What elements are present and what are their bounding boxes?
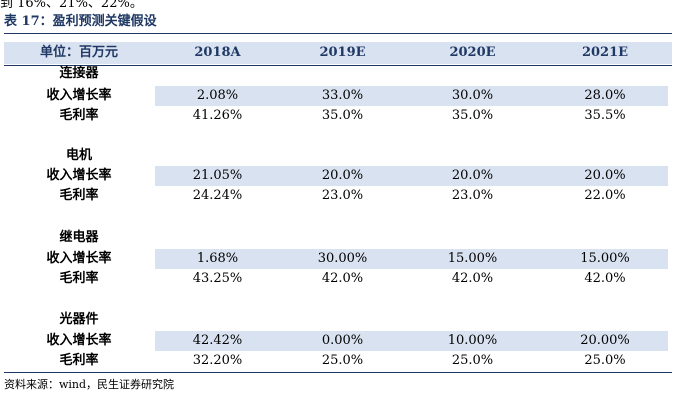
header-unit: 单位：百万元 <box>39 45 118 60</box>
table-cell: 21.05% <box>192 168 243 183</box>
table-cell: 30.0% <box>451 88 494 103</box>
header-year-2021e: 2021E <box>581 45 629 60</box>
table-cell: 2.08% <box>196 88 239 103</box>
table-cell: 42.0% <box>451 271 494 286</box>
source-note: 资料来源：wind，民生证券研究院 <box>4 378 175 391</box>
header-year-2018a: 2018A <box>194 45 241 60</box>
group-name-relay: 继电器 <box>59 230 99 245</box>
table-cell: 42.0% <box>321 271 364 286</box>
row-label-gross-margin: 毛利率 <box>59 108 99 123</box>
table-cell: 25.0% <box>451 353 494 368</box>
row-band <box>155 166 668 186</box>
row-label-revenue-growth: 收入增长率 <box>46 168 112 183</box>
table-cell: 23.0% <box>321 188 364 203</box>
group-name-motor: 电机 <box>65 148 92 163</box>
row-band <box>155 331 668 351</box>
table-cell: 23.0% <box>451 188 494 203</box>
header-year-2019e: 2019E <box>319 45 366 60</box>
table-bottom-rule <box>4 372 672 373</box>
row-label-gross-margin: 毛利率 <box>59 271 99 286</box>
table-cell: 15.00% <box>580 251 630 266</box>
table-header-band <box>4 42 672 64</box>
table-cell: 1.68% <box>196 251 239 266</box>
table-cell: 42.0% <box>584 271 626 286</box>
table-cell: 25.0% <box>321 353 364 368</box>
table-title: 表 17：盈利预测关键假设 <box>4 14 157 29</box>
table-cell: 30.00% <box>317 251 368 266</box>
row-label-revenue-growth: 收入增长率 <box>46 88 112 103</box>
table-cell: 33.0% <box>321 88 364 103</box>
table-cell: 35.0% <box>451 108 494 123</box>
table-cell: 22.0% <box>584 188 626 203</box>
row-label-gross-margin: 毛利率 <box>59 353 99 368</box>
table-header-rule <box>4 65 672 66</box>
table-cell: 20.0% <box>584 168 626 183</box>
row-label-gross-margin: 毛利率 <box>59 188 99 203</box>
table-cell: 35.0% <box>321 108 364 123</box>
table-cell: 41.26% <box>192 108 243 123</box>
table-cell: 28.0% <box>584 88 626 103</box>
group-name-optical-device: 光器件 <box>59 312 99 327</box>
header-year-2020e: 2020E <box>449 45 496 60</box>
row-label-revenue-growth: 收入增长率 <box>46 333 112 348</box>
preceding-text-fragment: 到 16%、21%、22%。 <box>0 0 143 11</box>
table-cell: 0.00% <box>321 333 364 348</box>
table-cell: 20.0% <box>321 168 364 183</box>
table-cell: 20.0% <box>451 168 494 183</box>
table-cell: 25.0% <box>584 353 626 368</box>
row-band <box>155 86 668 106</box>
table-cell: 32.20% <box>192 353 243 368</box>
table-cell: 35.5% <box>584 108 626 123</box>
table-cell: 43.25% <box>192 271 243 286</box>
table-cell: 20.00% <box>580 333 630 348</box>
table-cell: 24.24% <box>192 188 243 203</box>
table-cell: 10.00% <box>447 333 498 348</box>
table-cell: 15.00% <box>447 251 498 266</box>
row-label-revenue-growth: 收入增长率 <box>46 251 112 266</box>
row-band <box>155 249 668 269</box>
table-top-rule <box>4 33 672 34</box>
group-name-connector: 连接器 <box>59 66 99 81</box>
table-cell: 42.42% <box>192 333 243 348</box>
